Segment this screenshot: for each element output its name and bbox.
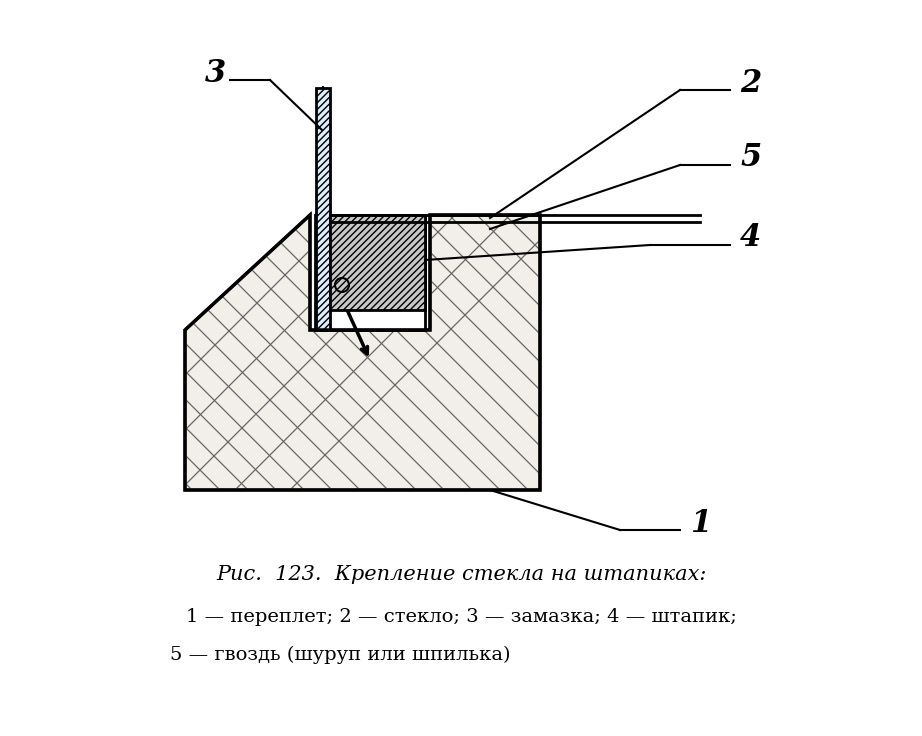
Polygon shape: [316, 88, 330, 330]
Text: Рис.  123.  Крепление стекла на штапиках:: Рис. 123. Крепление стекла на штапиках:: [216, 565, 706, 584]
Text: 5 — гвоздь (шуруп или шпилька): 5 — гвоздь (шуруп или шпилька): [170, 646, 510, 664]
Polygon shape: [185, 215, 540, 490]
Text: 3: 3: [205, 57, 226, 88]
Text: 4: 4: [740, 222, 762, 253]
Text: 1: 1: [690, 508, 711, 539]
Text: 1 — переплет; 2 — стекло; 3 — замазка; 4 — штапик;: 1 — переплет; 2 — стекло; 3 — замазка; 4…: [185, 608, 737, 626]
Text: 5: 5: [740, 143, 762, 174]
Polygon shape: [330, 215, 425, 310]
Text: 2: 2: [740, 68, 762, 99]
